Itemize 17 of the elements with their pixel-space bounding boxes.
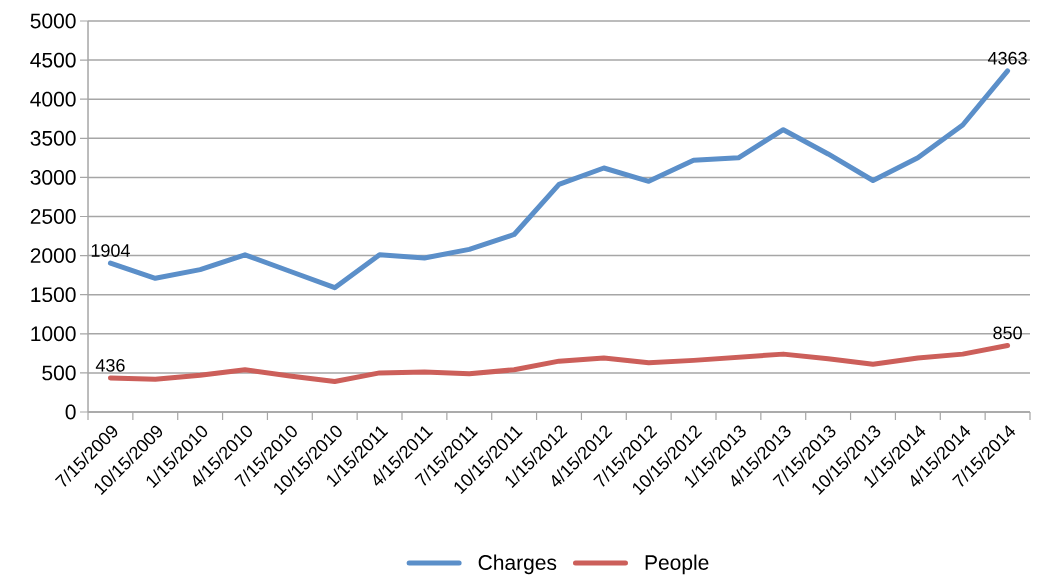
- data-label: 4363: [987, 51, 1027, 65]
- y-tick-label: 4000: [30, 91, 76, 107]
- data-label: 850: [993, 326, 1022, 340]
- legend-label: People: [645, 554, 709, 575]
- y-tick-label: 4500: [30, 52, 76, 68]
- y-tick-label: 3500: [30, 130, 76, 146]
- legend-label: Charges: [478, 554, 557, 575]
- y-tick-label: 5000: [30, 13, 76, 29]
- y-tick-label: 1000: [31, 326, 76, 342]
- y-tick-label: 500: [42, 365, 76, 381]
- y-tick-label: 0: [65, 404, 76, 420]
- y-tick-label: 3000: [30, 169, 76, 185]
- y-tick-label: 2500: [30, 209, 76, 224]
- data-label: 1904: [91, 244, 130, 257]
- data-label: 436: [95, 358, 125, 372]
- y-tick-label: 1500: [31, 287, 76, 303]
- y-tick-label: 2000: [30, 248, 76, 264]
